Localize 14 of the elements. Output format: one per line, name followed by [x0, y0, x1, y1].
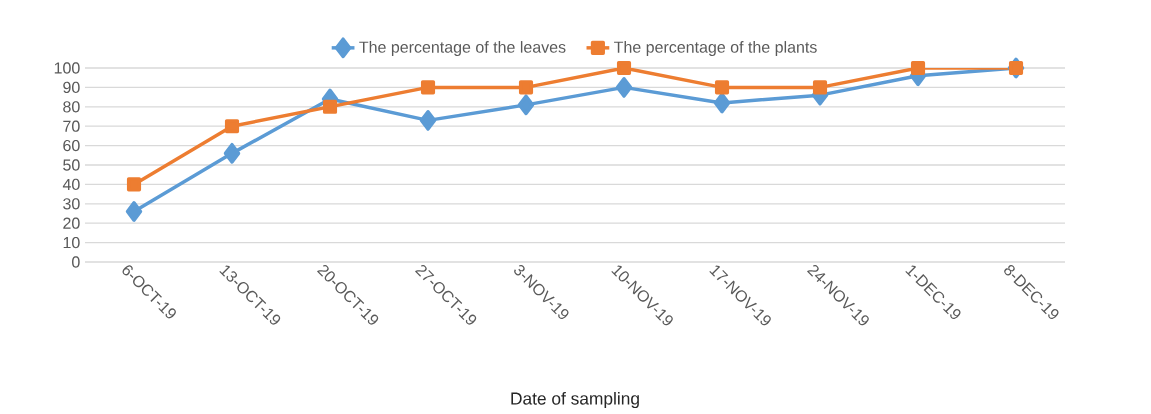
legend-label: The percentage of the leaves: [359, 41, 566, 56]
y-tick-label: 90: [63, 81, 80, 94]
y-tick-label: 100: [54, 62, 80, 74]
y-tick-label: 80: [63, 101, 80, 113]
y-tick-label: 10: [63, 236, 80, 249]
y-tick-label: 20: [63, 217, 80, 229]
y-tick-label: 50: [63, 159, 80, 171]
y-tick-label: 40: [62, 178, 80, 191]
y-tick-label: 0: [72, 256, 80, 268]
y-tick-label: 30: [63, 198, 80, 210]
y-tick-label: 60: [63, 139, 80, 152]
y-tick-label: 70: [63, 120, 80, 132]
x-axis-title: Date of sampling: [511, 391, 639, 409]
legend-label: The percentage of the plants: [614, 41, 817, 56]
